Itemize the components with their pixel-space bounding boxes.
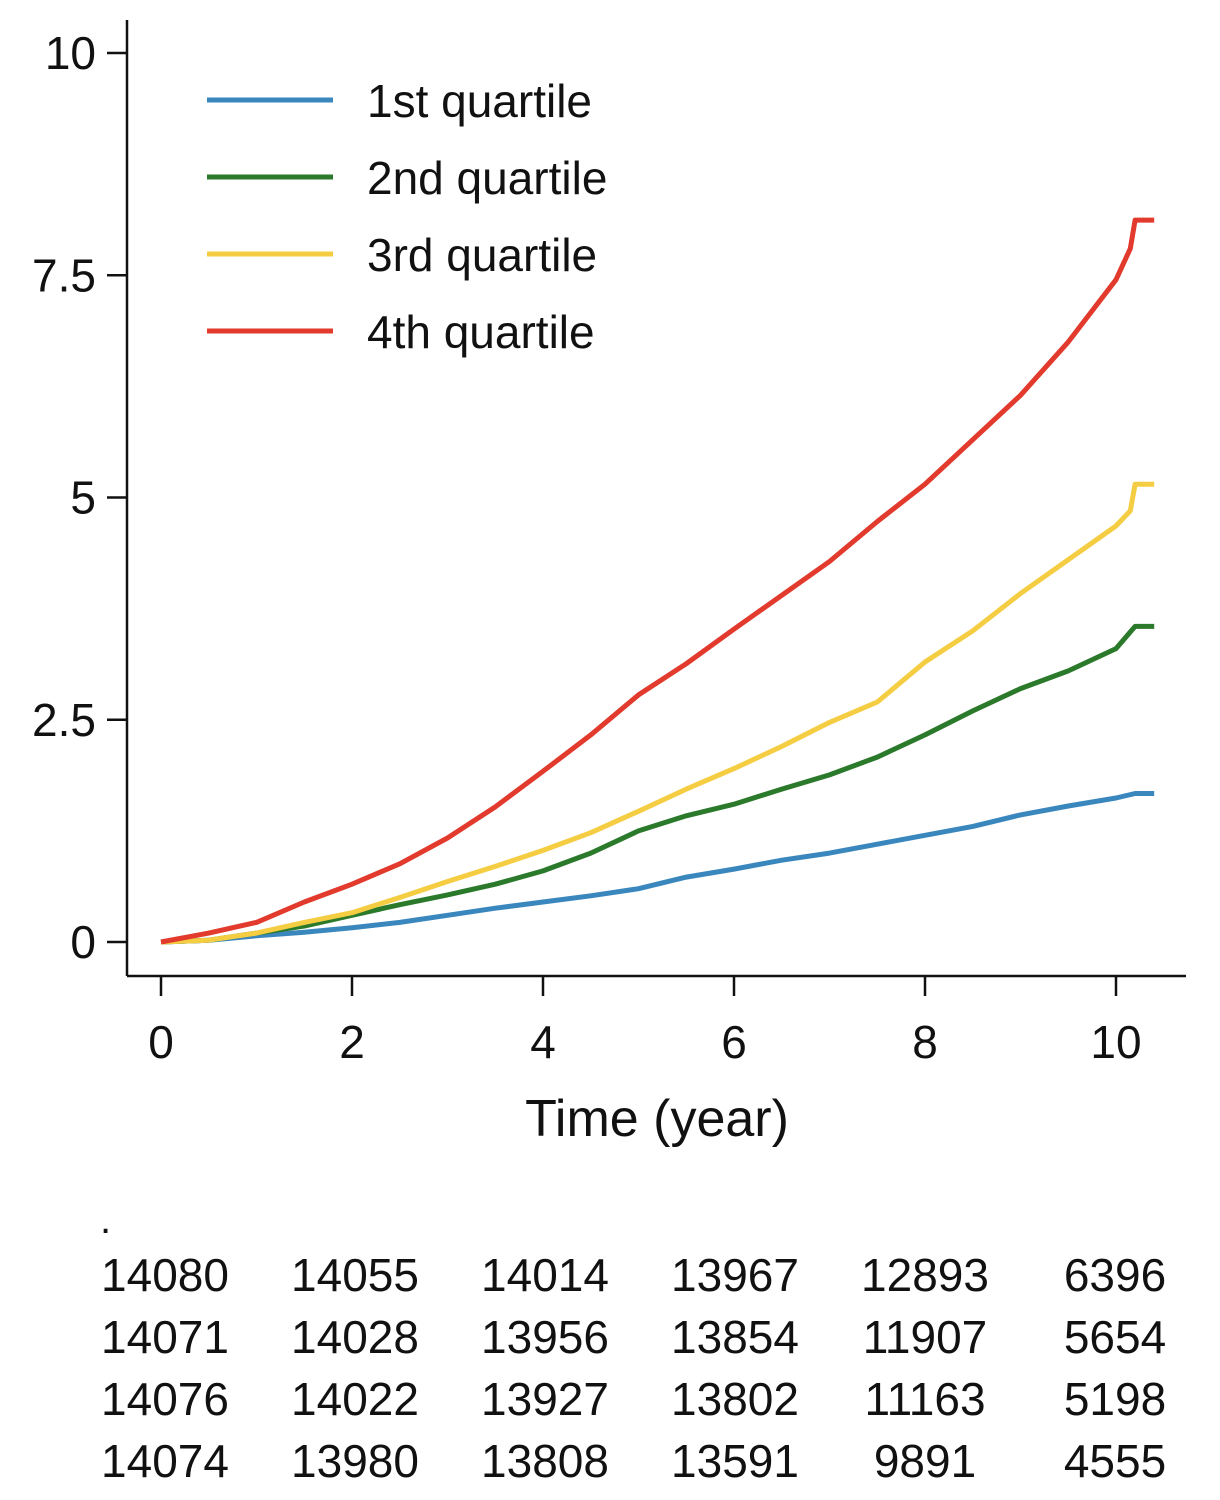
y-tick-label: 10 — [45, 27, 96, 79]
x-axis-ticks: 0 2 4 6 8 10 — [148, 976, 1142, 1068]
risk-table-row: 14071 14028 13956 13854 11907 5654 — [60, 1306, 1200, 1368]
risk-table-cell: 11907 — [862, 1311, 988, 1363]
legend-label-2: 2nd quartile — [367, 152, 607, 204]
x-tick-label: 2 — [339, 1016, 365, 1068]
series-lines — [160, 217, 1155, 945]
risk-table-cell: 13802 — [671, 1373, 799, 1425]
risk-table-cell: 9891 — [873, 1435, 977, 1487]
series-line-4 — [160, 217, 1155, 945]
risk-table-cell: 13927 — [481, 1373, 609, 1425]
risk-table-cell: 13591 — [671, 1435, 799, 1487]
plot-frame — [125, 20, 1186, 978]
series-line-1 — [160, 791, 1155, 945]
risk-table-cell: 14028 — [291, 1311, 419, 1363]
legend-label-4: 4th quartile — [367, 306, 595, 358]
y-axis-ticks: 0 2.5 5 7.5 10 — [32, 27, 127, 968]
risk-table-cell: 14014 — [481, 1249, 609, 1301]
series-line-3 — [160, 481, 1155, 945]
x-axis-title: Time (year) — [525, 1090, 789, 1148]
risk-table-cell: 13808 — [481, 1435, 609, 1487]
legend-label-3: 3rd quartile — [367, 229, 597, 281]
x-tick-label: 6 — [721, 1016, 747, 1068]
risk-table-row: 14080 14055 14014 13967 12893 6396 — [60, 1244, 1200, 1306]
risk-table-cell: 6396 — [1063, 1249, 1167, 1301]
x-tick-label: 0 — [148, 1016, 174, 1068]
x-tick-label: 10 — [1090, 1016, 1141, 1068]
risk-table-cell: 5198 — [1063, 1373, 1167, 1425]
risk-table-cell: 14080 — [101, 1249, 229, 1301]
legend-label-1: 1st quartile — [367, 75, 592, 127]
series-line-2 — [160, 623, 1155, 945]
y-tick-label: 0 — [70, 916, 96, 968]
risk-table-cell: 5654 — [1063, 1311, 1167, 1363]
risk-table-cell: 13854 — [671, 1311, 799, 1363]
x-tick-label: 4 — [530, 1016, 556, 1068]
risk-table-cell: 12893 — [861, 1249, 989, 1301]
risk-table-cell: 11163 — [864, 1373, 986, 1425]
x-tick-label: 8 — [912, 1016, 938, 1068]
risk-table-cell: 14055 — [291, 1249, 419, 1301]
y-tick-label: 2.5 — [32, 694, 96, 746]
cumulative-incidence-chart: 0 2.5 5 7.5 10 0 2 4 6 8 10 1st quartile 2nd quart… — [32, 20, 1186, 1148]
risk-table-row: 14076 14022 13927 13802 11163 5198 — [60, 1368, 1200, 1430]
risk-table-cell: 14074 — [101, 1435, 229, 1487]
risk-table-marker: . — [100, 1198, 112, 1242]
risk-table-row: 14074 13980 13808 13591 9891 4555 — [60, 1430, 1200, 1492]
legend: 1st quartile 2nd quartile 3rd quartile 4th … — [207, 75, 607, 358]
risk-table-cell: 14022 — [291, 1373, 419, 1425]
risk-table-cell: 4555 — [1063, 1435, 1167, 1487]
y-tick-label: 5 — [70, 472, 96, 524]
risk-table-cell: 13980 — [291, 1435, 419, 1487]
risk-table-cell: 14071 — [101, 1311, 229, 1363]
risk-table-cell: 13956 — [481, 1311, 609, 1363]
risk-table-cell: 14076 — [101, 1373, 229, 1425]
risk-table-cell: 13967 — [671, 1249, 799, 1301]
y-tick-label: 7.5 — [32, 249, 96, 301]
